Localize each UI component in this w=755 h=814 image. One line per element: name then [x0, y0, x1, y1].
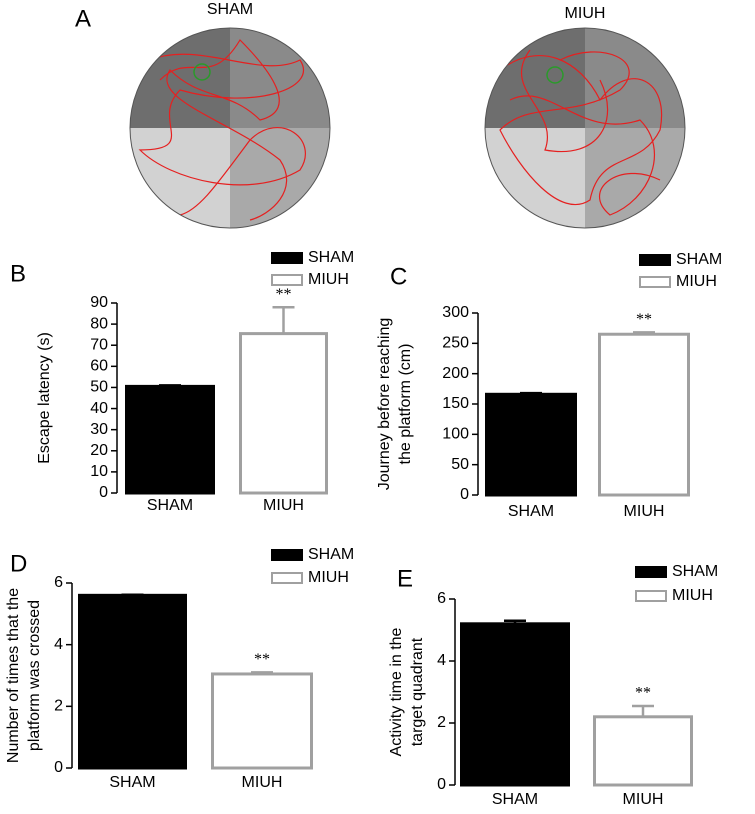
- bar: [598, 332, 690, 497]
- x-tick-label: SHAM: [109, 774, 155, 791]
- y-tick-label: 80: [90, 315, 108, 332]
- legend-swatch: [271, 549, 303, 561]
- legend-swatch: [635, 566, 667, 578]
- significance: **: [254, 651, 270, 668]
- legend-swatch: [639, 254, 671, 266]
- y-tick-label: 50: [451, 456, 469, 473]
- y-axis-label: Journey before reaching: [376, 318, 393, 491]
- y-tick-label: 90: [90, 294, 108, 311]
- maze-edge: [484, 27, 686, 229]
- y-tick-label: 0: [99, 484, 108, 501]
- panel-label: C: [390, 263, 407, 290]
- maze: [130, 28, 330, 228]
- legend-swatch: [271, 274, 303, 286]
- legend-label: SHAM: [672, 563, 718, 580]
- significance: **: [635, 685, 651, 702]
- y-axis-label: target quadrant: [409, 637, 426, 746]
- bar: [239, 332, 328, 495]
- y-tick-label: 20: [90, 442, 108, 459]
- y-tick-label: 4: [54, 636, 63, 653]
- panel-label: D: [10, 550, 27, 577]
- significance: **: [276, 286, 292, 303]
- legend-swatch: [271, 252, 303, 264]
- bar: [593, 715, 693, 787]
- y-axis-label: Escape latency (s): [36, 332, 53, 464]
- y-tick-label: 30: [90, 421, 108, 438]
- x-tick-label: MIUH: [623, 791, 664, 808]
- y-tick-label: 2: [54, 698, 63, 715]
- legend-label: SHAM: [308, 249, 354, 266]
- y-tick-label: 200: [442, 365, 469, 382]
- y-axis-label: Activity time in the: [388, 627, 405, 756]
- y-tick-label: 40: [90, 400, 108, 417]
- legend-label: SHAM: [308, 546, 354, 563]
- y-tick-label: 0: [54, 759, 63, 776]
- x-tick-label: MIUH: [263, 497, 304, 514]
- y-axis-label: the platform (cm): [397, 344, 414, 465]
- y-tick-label: 0: [460, 486, 469, 503]
- y-tick-label: 150: [442, 395, 469, 412]
- maze-title: SHAM: [207, 1, 253, 18]
- legend-label: MIUH: [308, 271, 349, 288]
- bar: [78, 593, 187, 770]
- x-tick-label: SHAM: [147, 497, 193, 514]
- y-tick-label: 0: [437, 776, 446, 793]
- x-tick-label: SHAM: [508, 503, 554, 520]
- panel-label: E: [397, 565, 413, 592]
- legend-swatch: [271, 572, 303, 584]
- bar: [125, 384, 215, 495]
- significance: **: [636, 311, 652, 328]
- maze: [485, 28, 685, 228]
- y-tick-label: 250: [442, 335, 469, 352]
- legend-label: MIUH: [308, 569, 349, 586]
- legend-swatch: [635, 590, 667, 602]
- y-tick-label: 6: [437, 590, 446, 607]
- x-tick-label: SHAM: [492, 791, 538, 808]
- bar: [460, 622, 570, 787]
- legend-label: MIUH: [672, 587, 713, 604]
- y-axis-label: Number of times that the: [5, 588, 22, 763]
- y-tick-label: 100: [442, 426, 469, 443]
- y-tick-label: 60: [90, 358, 108, 375]
- panel-label: B: [10, 260, 26, 287]
- y-tick-label: 50: [90, 379, 108, 396]
- legend-label: MIUH: [676, 273, 717, 290]
- y-tick-label: 70: [90, 336, 108, 353]
- x-tick-label: MIUH: [242, 774, 283, 791]
- y-tick-label: 300: [442, 304, 469, 321]
- maze-edge: [129, 27, 331, 229]
- legend-swatch: [639, 276, 671, 288]
- x-tick-label: MIUH: [624, 503, 665, 520]
- y-tick-label: 4: [437, 652, 446, 669]
- panel-label: A: [75, 5, 91, 32]
- y-tick-label: 2: [437, 714, 446, 731]
- bar: [485, 392, 577, 497]
- maze-title: MIUH: [565, 5, 606, 22]
- bar: [211, 672, 313, 770]
- legend-label: SHAM: [676, 251, 722, 268]
- y-tick-label: 10: [90, 463, 108, 480]
- y-axis-label: platform was crossed: [26, 600, 43, 751]
- y-tick-label: 6: [54, 574, 63, 591]
